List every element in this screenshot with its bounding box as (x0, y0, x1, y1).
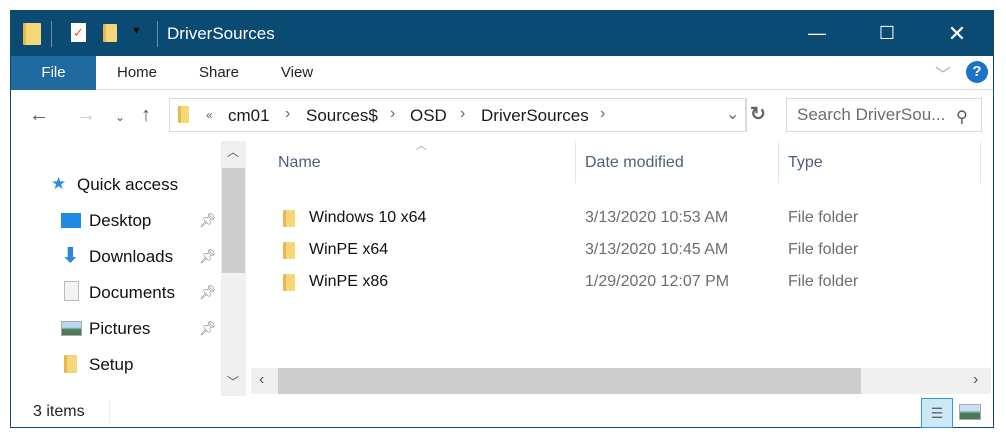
divider (157, 21, 158, 47)
pin-icon[interactable]: 📌︎ (199, 320, 217, 336)
refresh-icon[interactable]: ↻ (750, 104, 766, 125)
pictures-icon (61, 321, 82, 336)
forward-button[interactable]: → (76, 104, 96, 126)
column-type[interactable]: Type (788, 154, 823, 171)
chevron-right-icon[interactable]: › (600, 105, 606, 122)
divider (51, 21, 52, 47)
horizontal-scrollbar[interactable]: ‹ › (251, 368, 991, 394)
chevron-right-icon[interactable]: › (390, 105, 396, 122)
address-bar[interactable]: « cm01 › Sources$ › OSD › DriverSources … (169, 98, 766, 132)
help-icon[interactable]: ? (966, 61, 988, 83)
column-date-modified[interactable]: Date modified (585, 154, 684, 171)
nav-documents[interactable]: Documents (89, 283, 175, 302)
chevron-right-icon[interactable]: › (460, 105, 466, 122)
up-button[interactable]: ↑ (141, 104, 151, 126)
file-type: File folder (788, 209, 859, 226)
table-row[interactable]: WinPE x64 3/13/2020 10:45 AM File folder (248, 236, 978, 266)
status-bar: 3 items ☰ (11, 396, 993, 429)
file-list: ︿ Name Date modified Type Windows 10 x64… (248, 140, 994, 396)
file-name[interactable]: WinPE x64 (309, 241, 389, 258)
ribbon: File Home Share View ﹀ ? (11, 56, 993, 90)
desktop-icon (61, 213, 81, 228)
table-row[interactable]: WinPE x86 1/29/2020 12:07 PM File folder (248, 268, 978, 298)
folder-icon (178, 106, 189, 123)
tab-home[interactable]: Home (116, 64, 157, 81)
nav-pictures[interactable]: Pictures (89, 319, 151, 338)
scroll-up-icon[interactable]: ︿ (227, 145, 240, 159)
folder-icon (64, 355, 77, 373)
recent-locations-button[interactable]: ⌄ (115, 110, 126, 124)
scroll-left-icon[interactable]: ‹ (259, 371, 265, 388)
large-icons-view-button[interactable] (959, 404, 981, 420)
divider (745, 99, 746, 131)
scroll-right-icon[interactable]: › (973, 371, 979, 388)
table-row[interactable]: Windows 10 x64 3/13/2020 10:53 AM File f… (248, 204, 978, 234)
navigation-bar: ← → ⌄ ↑ « cm01 › Sources$ › OSD › Driver… (11, 90, 993, 140)
nav-desktop[interactable]: Desktop (89, 211, 152, 230)
nav-downloads[interactable]: Downloads (89, 247, 174, 266)
pin-icon[interactable]: 📌︎ (199, 248, 217, 264)
close-button[interactable]: ✕ (947, 21, 967, 46)
search-input[interactable]: Search DriverSou... (786, 98, 982, 132)
folder-icon (283, 274, 295, 291)
window-title: DriverSources (167, 24, 275, 43)
crumb-osd[interactable]: OSD (410, 106, 447, 125)
customize-toolbar-icon[interactable]: ▼ (131, 25, 142, 37)
column-name[interactable]: Name (278, 154, 321, 171)
item-count: 3 items (33, 403, 85, 420)
crumb-cm01[interactable]: cm01 (228, 106, 270, 125)
document-icon (64, 281, 79, 301)
file-type: File folder (788, 273, 859, 290)
file-date: 3/13/2020 10:53 AM (585, 209, 729, 226)
file-name[interactable]: Windows 10 x64 (309, 209, 427, 226)
back-button[interactable]: ← (29, 104, 49, 126)
sort-ascending-icon: ︿ (416, 140, 427, 152)
pin-icon[interactable]: 📌︎ (199, 212, 217, 228)
tab-share[interactable]: Share (198, 64, 240, 81)
expand-ribbon-icon[interactable]: ﹀ (935, 67, 952, 84)
details-view-button[interactable]: ☰ (921, 398, 953, 428)
explorer-window: ✓ ▼ DriverSources — ☐ ✕ File Home Share … (10, 10, 994, 428)
folder-icon (283, 210, 295, 227)
address-dropdown-icon[interactable]: ⌄ (726, 106, 740, 123)
scrollbar-thumb[interactable] (278, 368, 861, 394)
file-name[interactable]: WinPE x86 (309, 273, 389, 290)
file-date: 3/13/2020 10:45 AM (585, 241, 729, 258)
chevron-right-icon[interactable]: › (285, 105, 291, 122)
file-date: 1/29/2020 12:07 PM (585, 273, 730, 290)
search-icon[interactable]: ⚲ (956, 109, 968, 126)
file-type: File folder (788, 241, 859, 258)
overflow-crumb[interactable]: « (206, 108, 213, 122)
title-bar: ✓ ▼ DriverSources — ☐ ✕ (11, 11, 993, 56)
nav-setup[interactable]: Setup (89, 355, 134, 374)
crumb-sources[interactable]: Sources$ (306, 106, 378, 125)
new-folder-icon[interactable] (103, 24, 117, 42)
minimize-button[interactable]: — (808, 23, 826, 43)
nav-scrollbar[interactable]: ︿ ﹀ (221, 141, 246, 396)
scrollbar-thumb[interactable] (222, 168, 245, 273)
nav-quick-access[interactable]: Quick access (77, 175, 179, 194)
crumb-driversources[interactable]: DriverSources (481, 106, 589, 125)
scroll-down-icon[interactable]: ﹀ (227, 375, 240, 389)
pin-icon[interactable]: 📌︎ (199, 284, 217, 300)
navigation-pane: ★ Quick access Desktop 📌︎ ⬇ Downloads 📌︎… (11, 141, 221, 396)
properties-icon[interactable]: ✓ (71, 23, 86, 42)
download-icon: ⬇ (62, 245, 79, 267)
tab-view[interactable]: View (280, 64, 314, 81)
folder-icon (23, 23, 41, 45)
folder-icon (283, 242, 295, 259)
star-icon: ★ (51, 174, 67, 193)
maximize-button[interactable]: ☐ (878, 23, 896, 43)
tab-file[interactable]: File (11, 56, 96, 90)
